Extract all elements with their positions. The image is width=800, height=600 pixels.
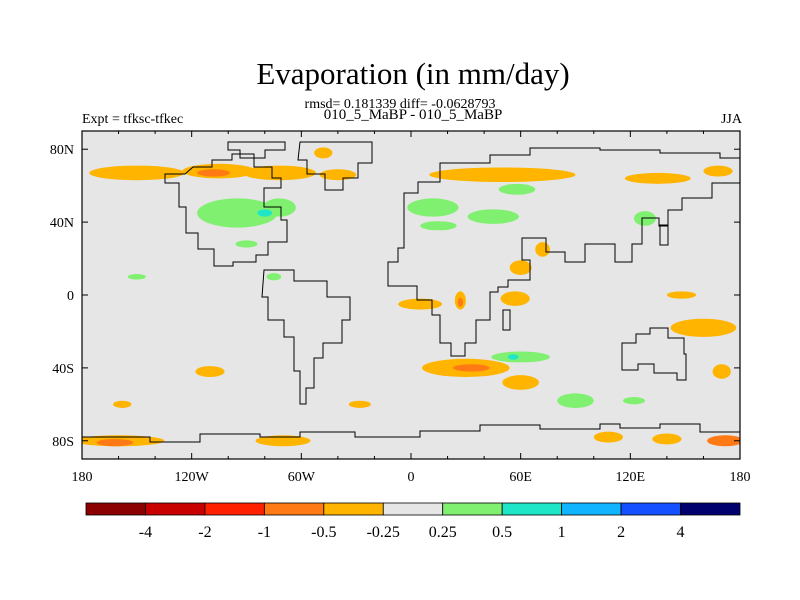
colorbar-label: 4 <box>677 524 685 541</box>
y-tick-label: 0 <box>67 289 74 304</box>
contour-region-5 <box>319 169 357 181</box>
contour-region-6 <box>429 167 576 183</box>
contour-region-2 <box>242 165 316 181</box>
contour-region-36 <box>113 400 132 408</box>
chart-subtitle: 010_5_MaBP - 010_5_MaBP <box>323 107 503 123</box>
map-background <box>82 131 740 459</box>
contour-region-33 <box>507 354 519 360</box>
contour-region-11 <box>257 209 273 217</box>
contour-region-42 <box>593 431 624 443</box>
experiment-label: Expt = tfksc-tfkec <box>82 112 184 127</box>
contour-region-18 <box>266 273 282 281</box>
contour-region-3 <box>197 169 231 177</box>
contour-region-24 <box>457 297 464 307</box>
season-label: JJA <box>720 112 742 127</box>
chart-title: Evaporation (in mm/day) <box>256 56 570 91</box>
colorbar-swatch <box>204 502 265 516</box>
contour-region-40 <box>96 438 134 447</box>
y-tick-label: 40S <box>52 362 74 377</box>
contour-region-37 <box>195 366 225 377</box>
x-tick-label: 0 <box>408 470 415 485</box>
coastline-south-america <box>261 269 351 405</box>
contour-region-21 <box>535 242 550 257</box>
contour-region-16 <box>420 221 457 231</box>
coastline-madagascar <box>502 309 511 331</box>
contour-region-30 <box>453 364 490 372</box>
coastline-antarctica <box>82 423 740 443</box>
colorbar-label: 2 <box>617 524 625 541</box>
contour-region-17 <box>235 240 258 248</box>
coastline-australia <box>621 327 687 381</box>
coastline-eurasia-africa <box>387 147 740 357</box>
colorbar-label: -2 <box>198 524 211 541</box>
contour-region-43 <box>652 433 682 445</box>
colorbar-swatch <box>442 502 503 516</box>
colorbar-label: -4 <box>139 524 152 541</box>
contour-region-38 <box>348 400 371 408</box>
contour-region-35 <box>623 397 645 405</box>
x-tick-label: 60E <box>509 470 532 485</box>
contour-region-32 <box>491 351 550 363</box>
x-tick-label: 120E <box>616 470 646 485</box>
contour-region-26 <box>666 291 697 299</box>
coastline-greenland <box>297 141 373 191</box>
contour-region-20 <box>509 260 532 275</box>
colorbar-label: 0.25 <box>429 524 457 541</box>
y-tick-label: 80S <box>52 435 74 450</box>
contour-region-22 <box>398 298 443 310</box>
stats-line: rmsd= 0.181339 diff= -0.0628793 <box>304 97 496 112</box>
contour-region-12 <box>407 198 459 217</box>
colorbar-swatch <box>680 502 741 516</box>
contour-region-27 <box>670 318 737 337</box>
contour-region-4 <box>314 147 333 159</box>
coastline-japan <box>659 224 669 246</box>
contour-region-28 <box>712 364 731 379</box>
colorbar-swatch <box>323 502 384 516</box>
x-tick-label: 120W <box>175 470 210 485</box>
colorbar-label: -1 <box>258 524 271 541</box>
contour-region-44 <box>707 435 740 447</box>
x-tick-label: 60W <box>288 470 316 485</box>
contour-region-41 <box>255 435 311 447</box>
contour-region-9 <box>197 198 278 228</box>
colorbar-label: -0.25 <box>367 524 400 541</box>
colorbar-label: -0.5 <box>311 524 336 541</box>
colorbar-swatch <box>382 502 444 516</box>
x-tick-label: 180 <box>72 470 93 485</box>
colorbar-swatch <box>501 502 563 516</box>
contour-region-14 <box>498 183 536 195</box>
colorbar-swatch <box>85 502 146 516</box>
contour-region-34 <box>557 393 594 408</box>
contour-region-7 <box>624 172 691 184</box>
coastline-arctic-islands <box>227 141 286 159</box>
contour-region-0 <box>89 165 185 181</box>
coastline-north-america <box>164 153 288 267</box>
y-tick-label: 80N <box>50 143 74 158</box>
colorbar-swatch <box>561 502 622 516</box>
contour-region-31 <box>502 375 539 390</box>
contour-region-19 <box>127 274 146 280</box>
y-tick-label: 40N <box>50 216 74 231</box>
contour-region-13 <box>467 209 519 224</box>
colorbar-swatch <box>263 502 325 516</box>
colorbar-swatch <box>145 502 206 516</box>
contour-region-25 <box>500 291 530 306</box>
colorbar-label: 0.5 <box>492 524 512 541</box>
colorbar-swatch <box>620 502 681 516</box>
colorbar-label: 1 <box>558 524 566 541</box>
x-tick-label: 180 <box>730 470 751 485</box>
contour-region-8 <box>703 165 733 177</box>
